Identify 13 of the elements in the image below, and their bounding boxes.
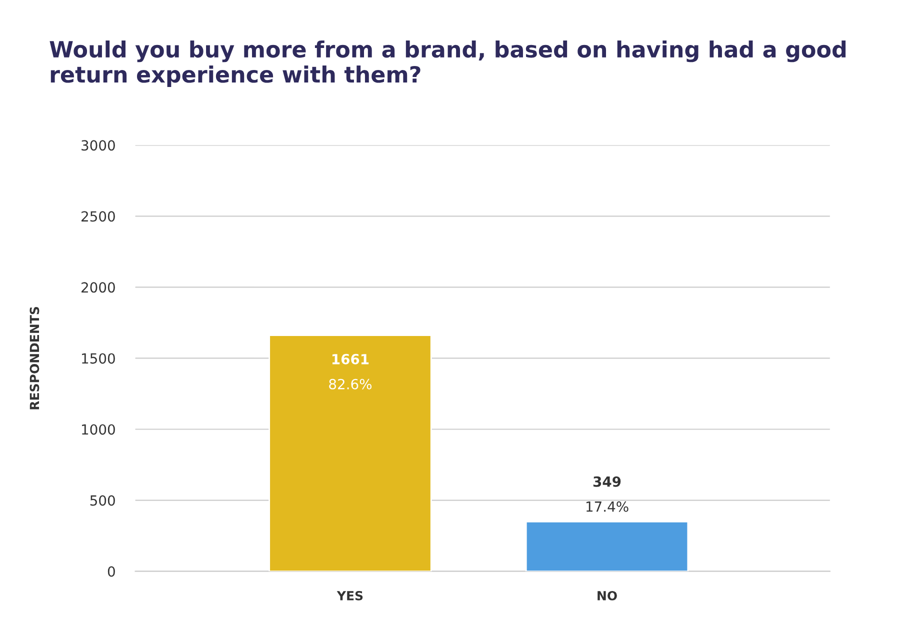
- y-tick-label: 2500: [82, 211, 115, 222]
- data-label: 1661 82.6%: [329, 354, 372, 390]
- y-axis-title: RESPONDENTS: [30, 306, 40, 410]
- data-label: 349 17.4%: [586, 476, 628, 512]
- y-tick-label: 3000: [82, 140, 115, 151]
- x-tick-label: YES: [336, 590, 363, 600]
- y-tick-label: 1000: [82, 424, 115, 435]
- y-tick-label: 1500: [82, 353, 115, 364]
- x-tick-label: NO: [598, 590, 617, 600]
- y-tick-label: 0: [108, 566, 115, 577]
- chart-title: Would you buy more from a brand, based on having had a good return experience with them?: [50, 40, 846, 88]
- y-tick-label: 2000: [82, 282, 115, 293]
- y-tick-label: 500: [90, 495, 115, 506]
